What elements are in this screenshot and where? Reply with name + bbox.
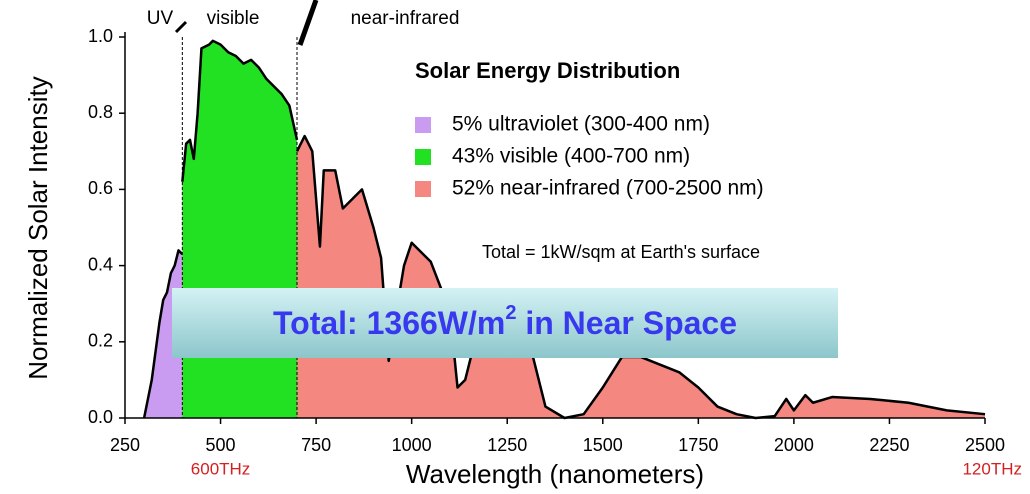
pointer-slash [174,20,188,34]
plot-areas [142,37,986,420]
legend-title: Solar Energy Distribution [415,58,680,83]
frequency-label: 120THz [962,459,1022,478]
area-outline [181,39,299,182]
note: Total = 1kW/sqm at Earth's surface [482,242,760,262]
y-tick-label: 0.2 [88,331,113,351]
banner: Total: 1366W/m2 in Near Space [172,288,838,358]
banner-box [172,288,838,358]
axes [119,32,986,424]
y-tick-label: 0.4 [88,254,113,274]
banner-part: Total: 1366W/m [273,305,505,341]
x-tick-label: 1750 [678,435,718,455]
region-label: UV [147,8,174,29]
legend-swatch [415,117,431,133]
region-label: near-infrared [351,8,460,29]
x-tick-label: 500 [206,435,236,455]
legend-swatch [415,181,431,197]
area-outline [142,249,184,419]
x-tick-label: 250 [110,435,140,455]
y-tick-label: 0.6 [88,178,113,198]
legend-text: 5% ultraviolet (300-400 nm) [452,113,710,136]
pointer-slash [297,0,319,46]
x-tick-label: 2500 [965,435,1005,455]
x-tick-label: 2250 [869,435,909,455]
legend-swatch [415,149,431,165]
x-tick-label: 750 [301,435,331,455]
x-tick-label: 1500 [583,435,623,455]
legend-text: 43% visible (400-700 nm) [452,145,690,168]
x-tick-label: 2000 [774,435,814,455]
y-tick-label: 0.8 [88,102,113,122]
y-tick-label: 1.0 [88,26,113,46]
x-axis-label: Wavelength (nanometers) [406,459,704,489]
legend-text: 52% near-infrared (700-2500 nm) [452,177,764,200]
x-tick-label: 1250 [487,435,527,455]
y-axis-label: Normalized Solar Intensity [23,76,53,379]
frequency-label: 600THz [191,459,251,478]
x-tick-label: 1000 [392,435,432,455]
banner-text: Total: 1366W/m2 in Near Space [273,302,737,341]
y-tick-label: 0.0 [88,407,113,427]
banner-part: in Near Space [516,305,737,341]
banner-superscript: 2 [505,302,516,324]
area [297,136,985,418]
region-label: visible [207,8,260,29]
